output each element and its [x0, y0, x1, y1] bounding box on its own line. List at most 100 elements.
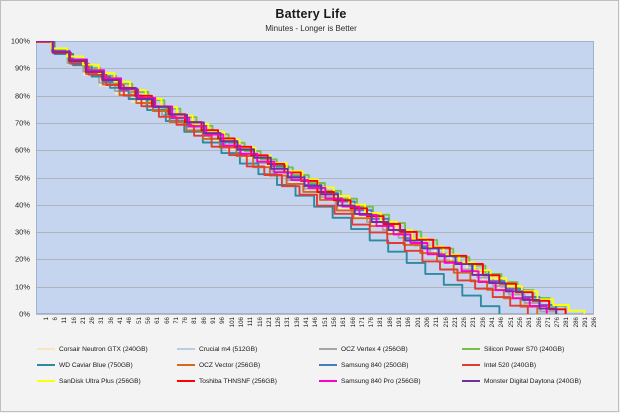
x-axis-tick: 261	[526, 317, 534, 328]
x-axis-tick: 221	[451, 317, 459, 328]
x-axis-tick: 21	[79, 317, 87, 324]
legend-item-label: Monster Digital Daytona (240GB)	[484, 377, 582, 385]
legend-item[interactable]: OCZ Vertex 4 (256GB)	[319, 343, 408, 355]
gridline	[36, 287, 594, 288]
legend-item-label: OCZ Vector (256GB)	[199, 361, 261, 369]
x-axis-tick: 61	[154, 317, 162, 324]
gridline	[36, 150, 594, 151]
legend-color-swatch	[37, 364, 55, 366]
x-axis-tick: 156	[330, 317, 338, 328]
series-line	[36, 41, 567, 314]
legend-color-swatch	[177, 348, 195, 350]
legend-item[interactable]: SanDisk Ultra Plus (256GB)	[37, 375, 141, 387]
legend-item-label: Samsung 840 (250GB)	[341, 361, 409, 369]
gridline	[36, 259, 594, 260]
x-axis-tick: 256	[516, 317, 524, 328]
x-axis-tick: 101	[228, 317, 236, 328]
plot-area	[36, 41, 594, 315]
legend-color-swatch	[177, 364, 195, 366]
legend-item[interactable]: Monster Digital Daytona (240GB)	[462, 375, 581, 387]
legend-item[interactable]: WD Caviar Blue (750GB)	[37, 359, 133, 371]
legend-item[interactable]: Intel 520 (240GB)	[462, 359, 536, 371]
legend-item[interactable]: Silicon Power S70 (240GB)	[462, 343, 564, 355]
legend-color-swatch	[37, 380, 55, 382]
y-axis-tick: 10%	[14, 282, 30, 292]
legend-item-label: Corsair Neutron GTX (240GB)	[59, 345, 148, 353]
y-axis-tick: 70%	[14, 118, 30, 128]
x-axis-tick: 41	[117, 317, 125, 324]
x-axis-tick: 281	[563, 317, 571, 328]
chart-subtitle: Minutes - Longer is Better	[265, 24, 357, 33]
x-axis-tick: 236	[479, 317, 487, 328]
legend-item[interactable]: Samsung 840 (250GB)	[319, 359, 408, 371]
x-axis-tick: 11	[61, 317, 69, 324]
x-axis-tick: 136	[293, 317, 301, 328]
legend-item-label: SanDisk Ultra Plus (256GB)	[59, 377, 141, 385]
x-axis-tick: 116	[256, 317, 264, 327]
legend-item[interactable]: Samsung 840 Pro (256GB)	[319, 375, 421, 387]
legend-color-swatch	[37, 348, 55, 350]
y-axis-tick: 30%	[14, 227, 30, 237]
legend-color-swatch	[177, 380, 195, 382]
x-axis-tick: 46	[126, 317, 134, 324]
x-axis-tick: 86	[200, 317, 208, 324]
x-axis-tick: 106	[237, 317, 245, 328]
x-axis-tick: 56	[144, 317, 152, 324]
x-axis-tick: 291	[582, 317, 590, 328]
legend-color-swatch	[462, 364, 480, 366]
x-axis-tick: 121	[265, 317, 273, 328]
x-axis-tick: 151	[321, 317, 329, 328]
legend-item-label: Crucial m4 (512GB)	[199, 345, 258, 353]
legend-color-swatch	[319, 364, 337, 366]
y-axis-tick: 20%	[14, 254, 30, 264]
x-axis-tick: 66	[163, 317, 171, 324]
gridline	[36, 232, 594, 233]
x-axis-tick: 176	[368, 317, 376, 328]
x-axis-tick: 96	[219, 317, 227, 324]
series-layer	[36, 41, 586, 314]
x-axis-tick: 6	[51, 317, 59, 321]
legend-item-label: OCZ Vertex 4 (256GB)	[341, 345, 408, 353]
y-axis-tick: 0%	[19, 309, 30, 319]
y-axis-tick: 40%	[14, 200, 30, 210]
x-axis-tick: 141	[303, 317, 311, 328]
legend-item[interactable]: Corsair Neutron GTX (240GB)	[37, 343, 148, 355]
x-axis-tick: 266	[535, 317, 543, 328]
gridline	[36, 314, 594, 315]
legend-item-label: Silicon Power S70 (240GB)	[484, 345, 565, 353]
x-axis-tick: 211	[433, 317, 441, 327]
x-axis-tick: 276	[554, 317, 562, 328]
legend-item-label: Samsung 840 Pro (256GB)	[341, 377, 421, 385]
gridline	[36, 96, 594, 97]
x-axis-tick: 286	[572, 317, 580, 328]
y-axis-tick: 50%	[14, 173, 30, 182]
x-axis-tick: 241	[489, 317, 497, 328]
x-axis-tick: 296	[591, 317, 599, 328]
series-line	[36, 41, 558, 314]
legend-item[interactable]: Toshiba THNSNF (256GB)	[177, 375, 277, 387]
y-axis-tick: 80%	[14, 91, 30, 101]
x-axis-tick: 111	[247, 317, 255, 327]
page-title: Battery Life	[275, 7, 347, 21]
x-axis-tick: 131	[284, 317, 292, 328]
x-axis-tick: 91	[210, 317, 218, 324]
x-axis-tick: 81	[191, 317, 199, 324]
legend-color-swatch	[319, 380, 337, 382]
x-axis-tick: 216	[442, 317, 450, 328]
x-axis-tick: 201	[414, 317, 422, 328]
legend-item[interactable]: OCZ Vector (256GB)	[177, 359, 260, 371]
legend-item[interactable]: Crucial m4 (512GB)	[177, 343, 257, 355]
x-axis: 1 6 11 16 21 26 31 36 41 46 51 56 61 66 71 76 81 86 91 96 10…	[36, 315, 599, 341]
title-block: Battery Life Minutes - Longer is Better	[1, 7, 620, 33]
x-axis-tick: 246	[498, 317, 506, 328]
x-axis-tick: 231	[470, 317, 478, 328]
x-axis-tick: 226	[461, 317, 469, 328]
x-axis-tick: 36	[107, 317, 115, 324]
x-axis-tick: 26	[89, 317, 97, 324]
legend-item-label: WD Caviar Blue (750GB)	[59, 361, 133, 369]
x-axis-tick: 146	[312, 317, 320, 328]
chart-legend: Corsair Neutron GTX (240GB) Crucial m4 (5…	[37, 343, 612, 393]
x-axis-tick: 186	[386, 317, 394, 328]
gridline	[36, 68, 594, 69]
